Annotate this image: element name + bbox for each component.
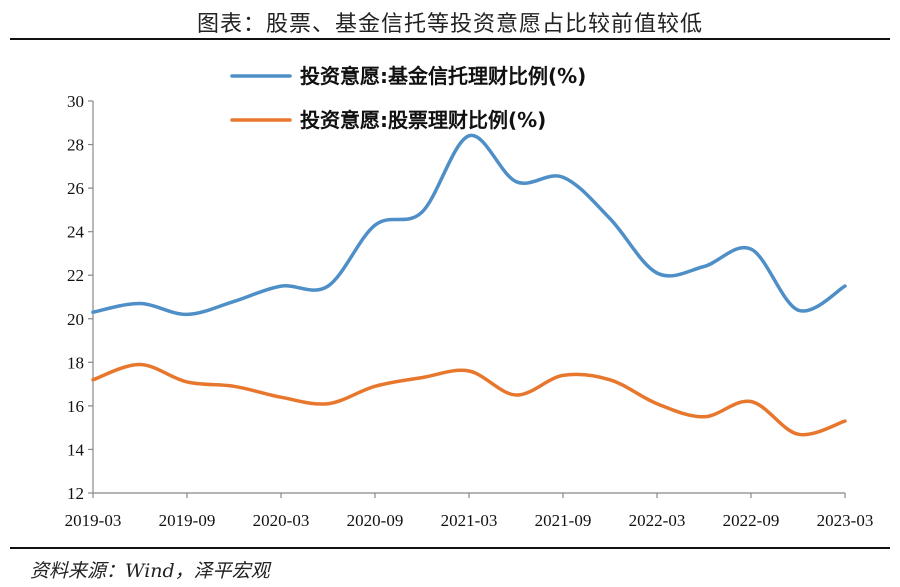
y-tick-label: 22 [67, 266, 84, 285]
x-tick-label: 2020-09 [347, 511, 404, 530]
legend-entry-stock: 投资意愿:股票理财比例(%) [300, 108, 546, 132]
y-tick-label: 12 [67, 484, 84, 503]
y-tick-label: 30 [67, 92, 84, 111]
source-rule [10, 547, 890, 549]
axes [92, 101, 845, 494]
x-tick-label: 2020-03 [253, 511, 310, 530]
y-ticks: 12 14 16 18 20 22 24 26 28 30 [67, 92, 93, 503]
title-rule [10, 38, 890, 40]
x-tick-label: 2023-03 [817, 511, 874, 530]
x-tick-label: 2022-03 [629, 511, 686, 530]
chart-title: 图表：股票、基金信托等投资意愿占比较前值较低 [196, 12, 703, 37]
y-tick-label: 28 [67, 136, 84, 155]
x-tick-label: 2021-09 [535, 511, 592, 530]
legend: 投资意愿:基金信托理财比例(%) 投资意愿:股票理财比例(%) [230, 64, 586, 132]
x-tick-label: 2022-09 [723, 511, 780, 530]
series-lines [91, 134, 847, 437]
y-tick-label: 16 [67, 397, 84, 416]
x-tick-label: 2021-03 [441, 511, 498, 530]
y-tick-label: 14 [67, 440, 85, 459]
y-tick-label: 20 [67, 310, 84, 329]
x-tick-label: 2019-09 [159, 511, 216, 530]
x-tick-label: 2019-03 [65, 511, 122, 530]
y-tick-label: 18 [67, 353, 84, 372]
source-note: 资料来源：Wind，泽平宏观 [30, 560, 270, 582]
legend-entry-trust: 投资意愿:基金信托理财比例(%) [300, 64, 586, 88]
y-tick-label: 24 [67, 223, 85, 242]
series-line-stock [91, 362, 847, 437]
x-ticks: 2019-03 2019-09 2020-03 2020-09 2021-03 2021-… [65, 493, 874, 530]
series-line-trust [91, 134, 847, 317]
y-tick-label: 26 [67, 179, 84, 198]
